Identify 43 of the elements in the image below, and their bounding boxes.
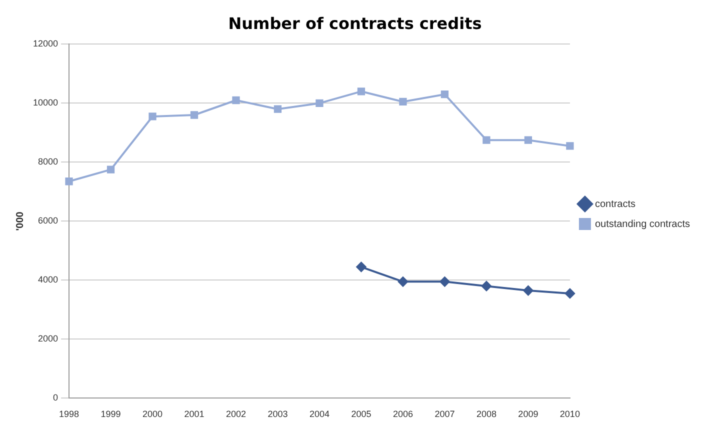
point [190,111,198,119]
point [106,166,115,174]
point [148,112,156,120]
point [440,276,450,287]
y-tick-label: 8000 [38,156,58,167]
point [357,88,366,96]
point [232,96,240,104]
point [316,99,324,108]
point [356,262,366,272]
y-tick-label: 2000 [38,334,58,344]
point [65,178,73,186]
y-tick-label: 4000 [38,274,58,285]
y-tick-label: 12000 [32,38,58,49]
x-tick-label: 2000 [142,409,163,420]
point [524,136,532,144]
x-tick-label: 2006 [392,409,413,420]
y-tick-label: 0 [53,392,58,403]
y-axis-title: '000 [14,211,26,231]
point [398,276,408,287]
y-tick-label: 6000 [38,216,58,226]
point [481,281,492,292]
x-tick-label: 2004 [309,409,330,420]
point [399,98,407,106]
x-tick-label: 2003 [268,409,288,420]
x-tick-label: 2005 [351,409,372,420]
x-tick-label: 2002 [226,409,246,420]
y-tick-label: 10000 [32,98,58,108]
point [440,90,449,98]
legend-label: outstanding contracts [594,218,690,230]
x-tick-label: 2007 [434,409,455,420]
x-tick-label: 2001 [184,409,204,420]
x-tick-label: 1999 [100,409,121,420]
x-tick-label: 2009 [518,409,538,420]
x-tick-label: 2010 [560,409,580,420]
point [523,286,534,296]
chart-title: Number of contracts credits [228,14,482,33]
point [564,288,575,298]
x-tick-label: 1998 [59,409,80,420]
legend-label: contracts [594,198,636,210]
x-tick-label: 2008 [476,409,496,420]
point [482,136,490,144]
point [566,142,574,150]
point [274,105,282,113]
